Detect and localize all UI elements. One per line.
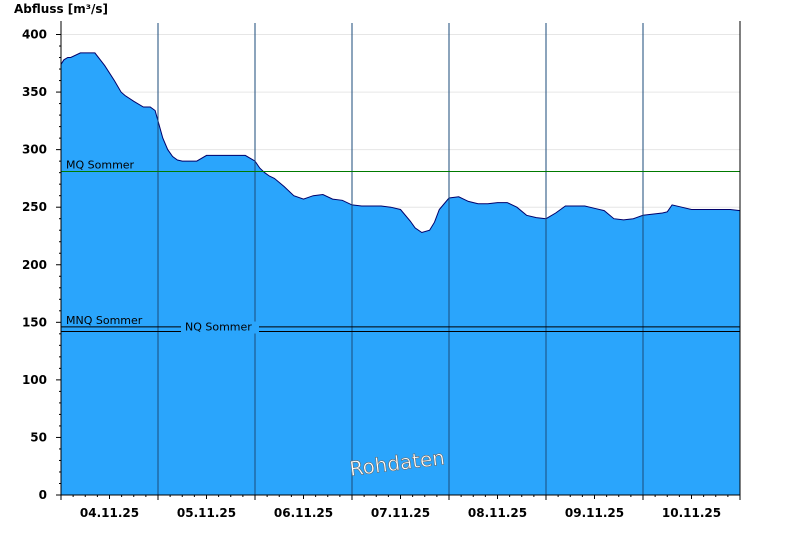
x-tick-label-2: 05.11.25: [177, 506, 236, 520]
nq-label-background: [181, 321, 259, 334]
ref-label-nq-sommer: NQ Sommer: [185, 321, 252, 334]
y-tick-label-50: 50: [30, 430, 47, 444]
y-tick-label-100: 100: [22, 373, 47, 387]
axes: 0 50 100 150 200 250 300 350 400 04.11.25 05.11.25…: [22, 21, 741, 520]
y-tick-label-350: 350: [22, 85, 47, 99]
x-tick-label-3: 06.11.25: [274, 506, 333, 520]
day-separator-lines: [157, 23, 644, 495]
y-tick-label-0: 0: [39, 488, 47, 502]
x-tick-label-7: 10.11.25: [662, 506, 721, 520]
y-tick-label-300: 300: [22, 143, 47, 157]
x-tick-label-4: 07.11.25: [371, 506, 430, 520]
discharge-area: [61, 52, 740, 496]
ref-label-mnq-sommer: MNQ Sommer: [66, 314, 143, 327]
ref-label-mq-sommer: MQ Sommer: [66, 159, 135, 172]
y-tick-label-150: 150: [22, 315, 47, 329]
discharge-line: [60, 52, 741, 234]
series-area-layer: [60, 52, 741, 496]
reference-lines: MQ Sommer MNQ Sommer NQ Sommer: [61, 159, 740, 334]
x-tick-label-5: 08.11.25: [468, 506, 527, 520]
x-tick-label-1: 04.11.25: [80, 506, 139, 520]
y-axis-title: Abfluss [m³/s]: [14, 2, 108, 16]
y-tick-label-400: 400: [22, 28, 47, 42]
y-tick-label-200: 200: [22, 258, 47, 272]
y-tick-label-250: 250: [22, 200, 47, 214]
x-tick-label-6: 09.11.25: [565, 506, 624, 520]
